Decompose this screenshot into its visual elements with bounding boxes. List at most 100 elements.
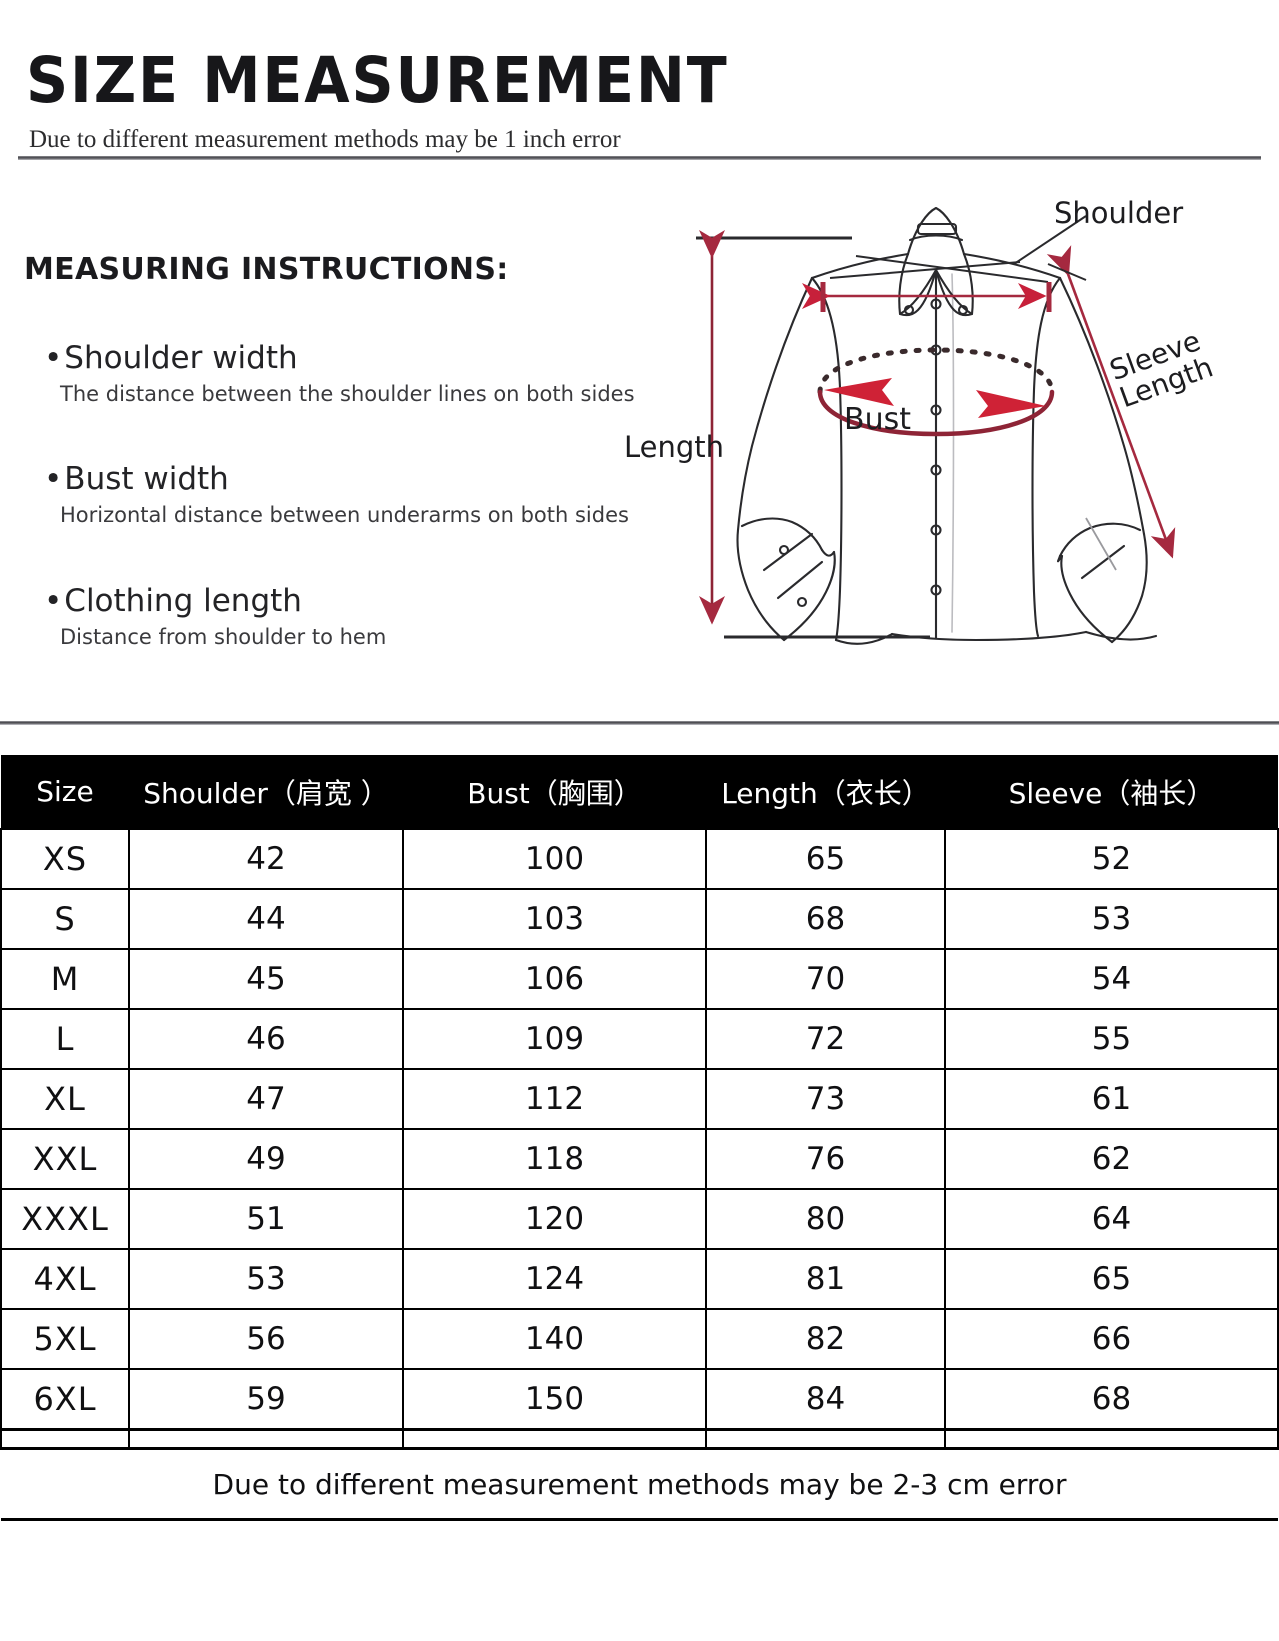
page-title: SIZE MEASUREMENT [26,44,729,117]
spacer-cell [945,1428,1279,1450]
table-row: S 44 103 68 53 [0,888,1279,950]
column-header-size: Size [1,755,129,829]
cell-bust: 109 [403,1008,707,1070]
cell-bust: 100 [403,828,707,890]
instruction-description: Horizontal distance between underarms on… [60,503,629,527]
cell-length: 81 [706,1248,946,1310]
size-table: Size Shoulder（肩宽 ） Bust（胸围） Length（衣长） S… [0,755,1279,1521]
cell-length: 84 [706,1368,946,1431]
spacer-cell [129,1428,404,1450]
cell-sleeve: 62 [945,1128,1279,1190]
table-row: 4XL 53 124 81 65 [0,1248,1279,1310]
instruction-title: •Shoulder width [44,340,635,376]
cell-size: 6XL [0,1368,130,1431]
cell-length: 76 [706,1128,946,1190]
column-header-shoulder: Shoulder（肩宽 ） [129,755,403,829]
spacer-cell [0,1428,130,1450]
instructions-heading: MEASURING INSTRUCTIONS: [24,252,509,287]
cell-length: 73 [706,1068,946,1130]
cell-length: 80 [706,1188,946,1250]
diagram-label-length: Length [624,430,725,464]
cell-sleeve: 55 [945,1008,1279,1070]
column-header-sleeve: Sleeve（袖长） [945,755,1278,829]
cell-length: 68 [706,888,946,950]
cell-length: 70 [706,948,946,1010]
table-row: 5XL 56 140 82 66 [0,1308,1279,1370]
cell-length: 65 [706,828,946,890]
cell-shoulder: 56 [129,1308,404,1370]
instruction-item-bust-width: •Bust width Horizontal distance between … [44,461,629,527]
cell-sleeve: 64 [945,1188,1279,1250]
cell-sleeve: 68 [945,1368,1279,1431]
instruction-title: •Clothing length [44,583,386,619]
cell-size: 4XL [0,1248,130,1310]
table-header-row: Size Shoulder（肩宽 ） Bust（胸围） Length（衣长） S… [1,755,1278,829]
instruction-item-clothing-length: •Clothing length Distance from shoulder … [44,583,386,649]
bullet-icon: • [44,461,63,497]
cell-shoulder: 59 [129,1368,404,1431]
size-table-header: Size Shoulder（肩宽 ） Bust（胸围） Length（衣长） S… [1,755,1278,829]
cell-size: L [0,1008,130,1070]
table-row: M 45 106 70 54 [0,948,1279,1010]
instruction-title-text: Clothing length [64,583,302,619]
divider-top [18,156,1261,160]
bullet-icon: • [44,340,63,376]
cell-size: XXXL [0,1188,130,1250]
table-spacer-row [0,1428,1279,1450]
bullet-icon: • [44,583,63,619]
cell-shoulder: 49 [129,1128,404,1190]
instruction-title-text: Bust width [64,461,229,497]
cell-bust: 112 [403,1068,707,1130]
cell-shoulder: 45 [129,948,404,1010]
instruction-title: •Bust width [44,461,629,497]
cell-size: XXL [0,1128,130,1190]
spacer-cell [403,1428,707,1450]
column-header-bust: Bust（胸围） [403,755,706,829]
table-row: 6XL 59 150 84 68 [0,1368,1279,1431]
cell-bust: 124 [403,1248,707,1310]
instruction-description: Distance from shoulder to hem [60,625,387,649]
spacer-cell [706,1428,946,1450]
cell-length: 82 [706,1308,946,1370]
table-row: XS 42 100 65 52 [0,828,1279,890]
size-table-body: XS 42 100 65 52 S 44 103 68 53 M 45 106 [0,828,1279,1521]
cell-size: XL [0,1068,130,1130]
cell-sleeve: 52 [945,828,1279,890]
cell-size: S [0,888,130,950]
diagram-label-shoulder: Shoulder [1054,196,1184,230]
cell-bust: 150 [403,1368,707,1431]
cell-shoulder: 42 [129,828,404,890]
cell-bust: 120 [403,1188,707,1250]
cell-shoulder: 53 [129,1248,404,1310]
cell-bust: 140 [403,1308,707,1370]
cell-sleeve: 66 [945,1308,1279,1370]
cell-bust: 118 [403,1128,707,1190]
cell-shoulder: 46 [129,1008,404,1070]
diagram-label-bust: Bust [844,402,911,437]
instruction-title-text: Shoulder width [64,340,298,376]
instruction-description: The distance between the shoulder lines … [60,382,635,406]
cell-sleeve: 65 [945,1248,1279,1310]
divider-above-table [0,721,1279,725]
cell-sleeve: 53 [945,888,1279,950]
cell-shoulder: 44 [129,888,404,950]
table-footnote: Due to different measurement methods may… [1,1447,1278,1521]
table-footnote-row: Due to different measurement methods may… [1,1447,1278,1521]
cell-size: M [0,948,130,1010]
column-header-length: Length（衣长） [706,755,945,829]
table-row: XXL 49 118 76 62 [0,1128,1279,1190]
table-row: XXXL 51 120 80 64 [0,1188,1279,1250]
cell-bust: 106 [403,948,707,1010]
instruction-item-shoulder-width: •Shoulder width The distance between the… [44,340,635,406]
cell-sleeve: 61 [945,1068,1279,1130]
cell-sleeve: 54 [945,948,1279,1010]
size-table-wrapper: Size Shoulder（肩宽 ） Bust（胸围） Length（衣长） S… [0,755,1279,1521]
cell-shoulder: 51 [129,1188,404,1250]
cell-size: XS [0,828,130,890]
shirt-measurement-diagram: Shoulder Length Bust Sleeve Length [616,178,1256,678]
cell-size: 5XL [0,1308,130,1370]
cell-length: 72 [706,1008,946,1070]
table-row: XL 47 112 73 61 [0,1068,1279,1130]
shirt-illustration-icon [696,206,1176,645]
